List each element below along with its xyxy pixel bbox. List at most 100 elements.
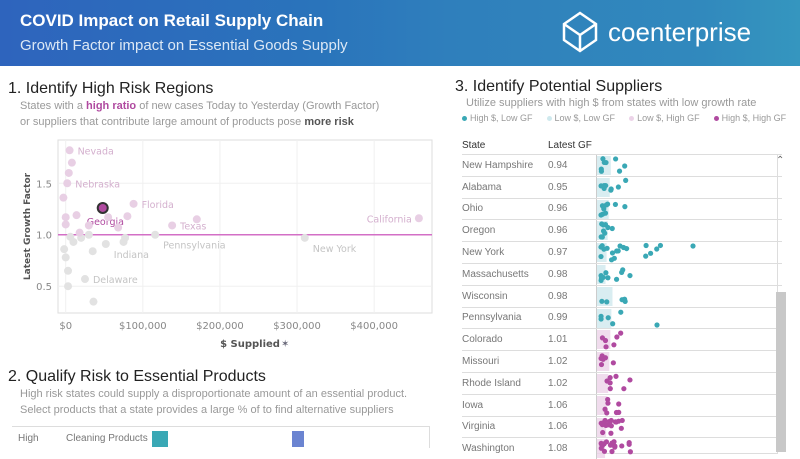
scatter-point[interactable] <box>84 230 93 239</box>
scatter-point[interactable] <box>129 199 138 208</box>
table-row[interactable]: Iowa 1.06 <box>462 393 782 416</box>
supplier-dot <box>608 186 614 192</box>
table-row[interactable]: New York 0.97 <box>462 241 782 263</box>
scatter-point[interactable] <box>89 297 98 306</box>
supplier-dots[interactable] <box>596 307 776 329</box>
scatter-point[interactable] <box>60 245 69 254</box>
scatter-point[interactable] <box>64 266 73 275</box>
scatter-point[interactable] <box>151 230 160 239</box>
table-row[interactable]: Pennsylvania 0.99 <box>462 306 782 329</box>
table-row[interactable]: Alabama 0.95 <box>462 175 782 198</box>
table-row[interactable]: Washington 1.08 <box>462 437 782 459</box>
supplier-dots[interactable] <box>596 438 776 459</box>
supplier-dots[interactable] <box>596 416 776 438</box>
supplier-dot <box>643 253 649 259</box>
growth-factor: 0.98 <box>548 290 568 302</box>
supplier-dot <box>607 442 614 449</box>
product-bar-blue[interactable] <box>292 431 304 447</box>
table-row[interactable]: Oregon 0.96 <box>462 219 782 242</box>
table-row[interactable]: Rhode Island 1.02 <box>462 371 782 394</box>
table-row[interactable]: Wisconsin 0.98 <box>462 284 782 307</box>
col-latest-gf: Latest GF <box>548 140 592 151</box>
supplier-dot <box>598 234 604 240</box>
supplier-dots[interactable] <box>596 263 776 285</box>
scatter-point[interactable] <box>121 233 130 242</box>
scatter-point[interactable] <box>300 233 309 242</box>
scatter-point[interactable] <box>84 221 93 230</box>
scatter-point[interactable] <box>123 212 132 221</box>
scatter-point[interactable] <box>61 253 70 262</box>
scatter-point[interactable] <box>80 275 89 284</box>
scatter-point[interactable] <box>66 232 75 241</box>
desc-line: High risk states could supply a dispropo… <box>20 388 408 400</box>
state-name: Ohio <box>462 203 484 215</box>
supplier-dot <box>622 163 628 169</box>
product-row[interactable]: High Cleaning Products <box>12 426 430 448</box>
supplier-dots[interactable] <box>596 176 776 198</box>
supplier-dots[interactable] <box>596 394 776 416</box>
supplier-dots[interactable] <box>596 155 776 176</box>
scatter-point[interactable] <box>168 221 177 230</box>
scatter-point[interactable] <box>59 193 68 202</box>
scatter-point[interactable] <box>114 223 123 232</box>
scatter-point[interactable] <box>61 213 70 222</box>
supplier-dots[interactable] <box>596 242 776 263</box>
scatter-point[interactable] <box>75 228 84 237</box>
scatter-point[interactable] <box>67 158 76 167</box>
desc-text: States with a <box>20 100 87 112</box>
pin-icon[interactable]: ✶ <box>281 339 289 350</box>
scroll-up-icon[interactable]: ⌃ <box>776 155 785 166</box>
scatter-point[interactable] <box>192 215 201 224</box>
supplier-dot <box>612 201 619 207</box>
scatter-point[interactable] <box>65 146 74 155</box>
supplier-dots[interactable] <box>596 351 776 372</box>
product-bar-teal[interactable] <box>152 431 168 447</box>
supplier-dot <box>657 243 664 249</box>
section1-title: 1. Identify High Risk Regions <box>8 80 214 97</box>
supplier-dots[interactable] <box>596 285 776 307</box>
scatter-point[interactable] <box>61 220 70 229</box>
supplier-dot <box>610 320 616 326</box>
point-label: Georgia <box>87 217 124 228</box>
table-row[interactable]: Ohio 0.96 <box>462 197 782 220</box>
supplier-dot <box>602 210 609 216</box>
supplier-dot <box>613 373 619 379</box>
legend-dot-icon <box>546 116 552 122</box>
legend-item[interactable]: Low $, High GF <box>629 113 700 123</box>
state-name: New Hampshire <box>462 159 534 171</box>
supplier-dots[interactable] <box>596 220 776 242</box>
scatter-point[interactable] <box>104 213 113 222</box>
scatter-point[interactable] <box>63 179 72 188</box>
scatter-point[interactable] <box>414 214 423 223</box>
x-tick-label: $100,000 <box>119 321 167 332</box>
scatter-point[interactable] <box>64 282 73 291</box>
scatter-point[interactable] <box>72 211 81 220</box>
table-row[interactable]: Missouri 1.02 <box>462 350 782 372</box>
scrollbar-thumb[interactable] <box>776 292 786 452</box>
scatter-point[interactable] <box>88 247 97 256</box>
supplier-dots[interactable] <box>596 329 776 351</box>
table-row[interactable]: Massachusetts 0.98 <box>462 262 782 285</box>
table-row[interactable]: New Hampshire 0.94 <box>462 154 782 176</box>
legend-item[interactable]: High $, Low GF <box>462 113 533 123</box>
legend-item[interactable]: Low $, Low GF <box>546 113 615 123</box>
table-row[interactable]: Colorado 1.01 <box>462 328 782 351</box>
scatter-point-selected[interactable] <box>96 201 109 214</box>
supplier-dot <box>604 201 611 207</box>
supplier-dot <box>601 205 607 212</box>
table-row[interactable]: Virginia 1.06 <box>462 415 782 438</box>
state-name: Oregon <box>462 225 496 237</box>
supplier-dot <box>613 276 620 282</box>
supplier-dot <box>599 298 605 304</box>
supplier-dots[interactable] <box>596 198 776 220</box>
growth-factor: 0.95 <box>548 181 568 193</box>
scatter-point[interactable] <box>64 168 73 177</box>
dashboard-title: COVID Impact on Retail Supply Chain <box>20 11 324 30</box>
supplier-dot <box>608 430 614 436</box>
supplier-dot <box>611 342 617 348</box>
supplier-dots[interactable] <box>596 372 776 394</box>
legend-item[interactable]: High $, High GF <box>713 113 786 123</box>
scatter-point[interactable] <box>101 240 110 249</box>
supplier-dot <box>605 314 611 320</box>
growth-factor-scatter[interactable]: $0 $100,000 $200,000 $300,000 $400,000 0.5 1.0… <box>0 130 440 360</box>
